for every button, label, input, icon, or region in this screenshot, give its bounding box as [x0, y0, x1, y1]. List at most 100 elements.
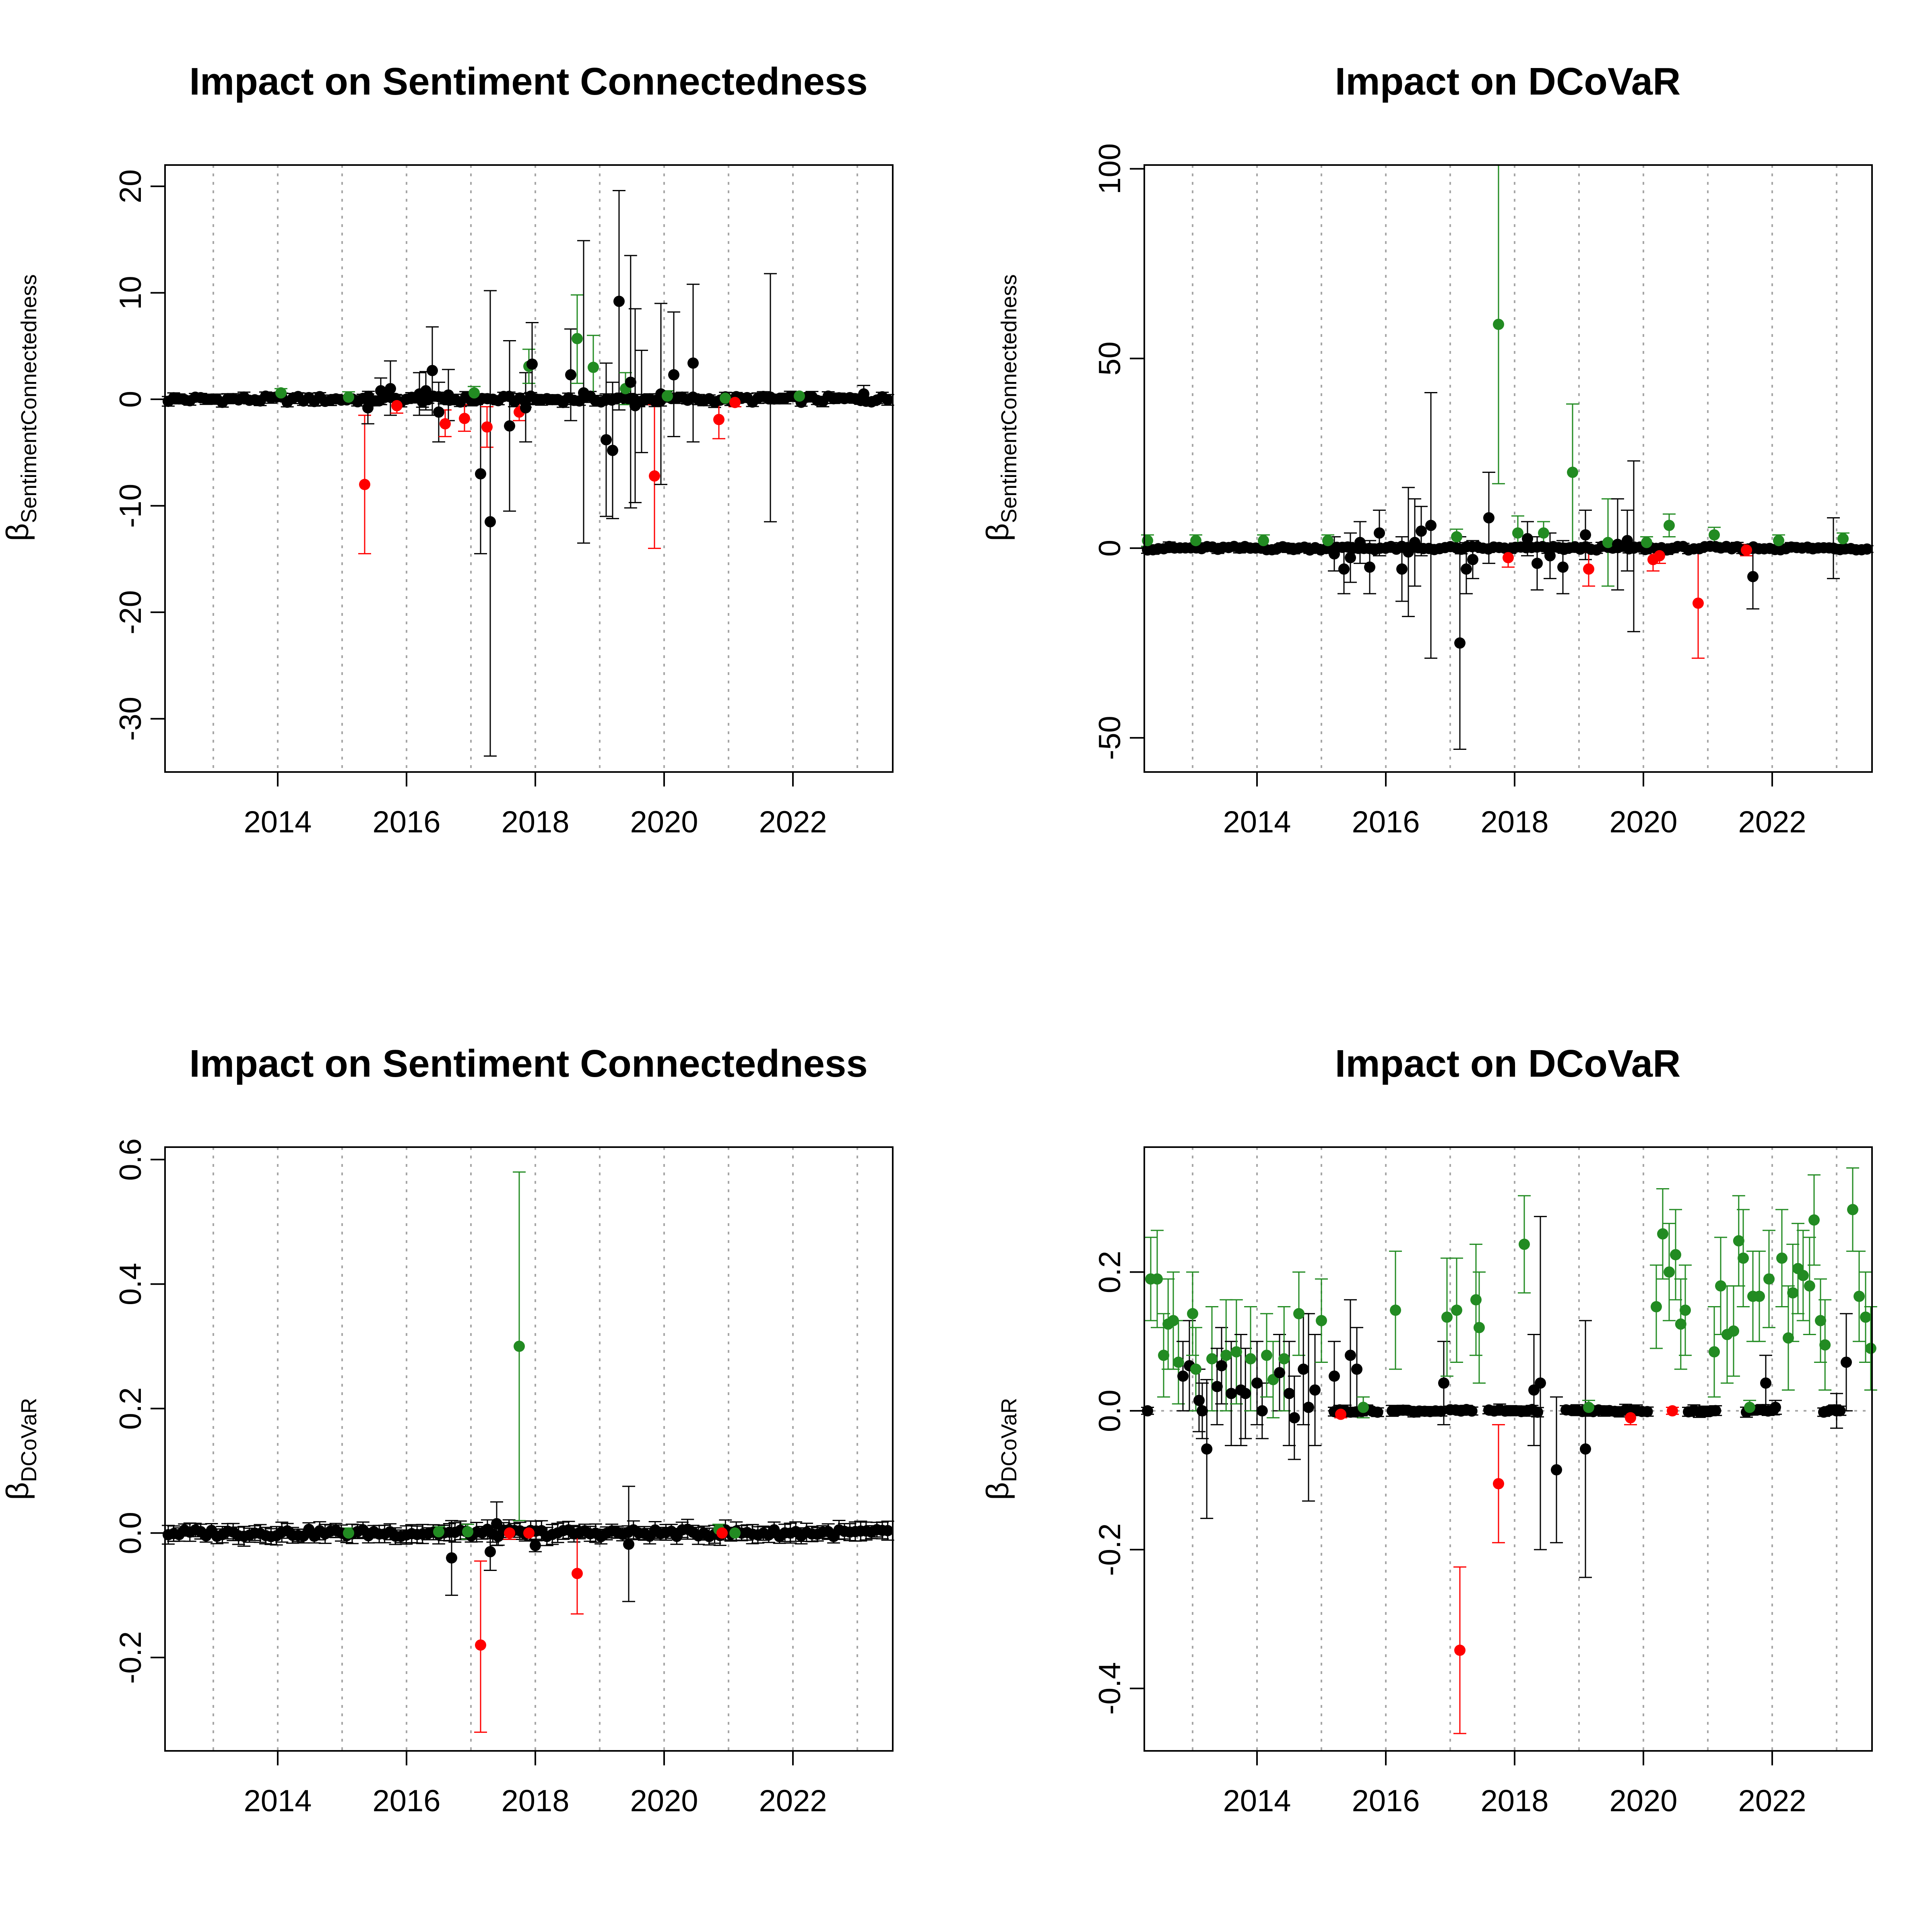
y-tick-label: 0	[114, 391, 148, 408]
x-tick-label: 2022	[759, 1784, 827, 1818]
x-tick-label: 2016	[372, 1784, 440, 1818]
estimate-point	[565, 369, 576, 381]
estimate-point	[1467, 554, 1478, 566]
y-tick-label: -0.4	[1093, 1662, 1127, 1715]
plot-frame	[164, 1146, 894, 1752]
estimate-point	[1567, 466, 1578, 478]
estimate-point	[1322, 535, 1333, 547]
panel-bottom-left: Impact on Sentiment Connectedness βDCoVa…	[0, 1042, 894, 1818]
y-axis-label-symbol: β	[0, 523, 35, 541]
estimate-point	[1461, 563, 1472, 575]
plot-frame	[1144, 1146, 1873, 1752]
estimate-point	[1493, 1478, 1504, 1490]
y-axis-label: βSentimentConnectedness	[980, 274, 1021, 541]
estimate-point	[523, 1527, 535, 1539]
estimate-point	[343, 1527, 354, 1539]
estimate-point	[1206, 1353, 1218, 1364]
estimate-point	[1773, 535, 1784, 547]
estimate-point	[1240, 1388, 1251, 1399]
estimate-point	[1693, 597, 1704, 609]
estimate-point	[1770, 1402, 1781, 1413]
y-tick-label: 20	[114, 169, 148, 204]
estimate-point	[625, 376, 636, 388]
estimate-point	[1451, 531, 1462, 543]
y-tick-label: -50	[1093, 716, 1127, 760]
estimate-point	[1435, 1406, 1447, 1417]
estimate-point	[1709, 1346, 1720, 1358]
estimate-point	[1787, 1287, 1799, 1299]
estimate-point	[1861, 543, 1873, 555]
estimate-point	[1776, 1252, 1788, 1264]
panel-title: Impact on DCoVaR	[1335, 60, 1681, 103]
estimate-point	[1284, 1388, 1295, 1399]
x-tick-label: 2014	[1223, 805, 1291, 839]
plot-frame	[1144, 164, 1873, 773]
estimate-point	[427, 365, 438, 376]
estimate-point	[1583, 1402, 1594, 1413]
estimate-point	[1657, 1228, 1668, 1240]
estimate-point	[459, 413, 470, 424]
estimate-point	[275, 387, 287, 399]
estimate-point	[1841, 1356, 1852, 1368]
y-axis-label-subscript: DCoVaR	[17, 1398, 41, 1482]
x-tick-label: 2016	[1352, 805, 1420, 839]
x-tick-label: 2018	[501, 1784, 569, 1818]
estimate-point	[526, 358, 538, 370]
y-tick-label: 0	[1093, 540, 1127, 557]
estimate-point	[433, 1526, 444, 1538]
estimate-point	[1329, 1370, 1340, 1382]
estimate-point	[1815, 1315, 1826, 1327]
estimate-point	[1358, 1402, 1369, 1413]
estimate-point	[1493, 318, 1504, 330]
estimate-point	[794, 390, 805, 402]
estimate-point	[1309, 1384, 1321, 1396]
estimate-point	[687, 357, 699, 369]
estimate-point	[858, 388, 869, 400]
estimate-point	[1438, 1377, 1449, 1389]
y-tick-label: -0.2	[1093, 1523, 1127, 1576]
estimate-point	[1808, 1214, 1820, 1226]
estimate-point	[1763, 1273, 1775, 1285]
estimate-point	[1837, 533, 1849, 545]
y-axis-label-symbol: β	[0, 1482, 35, 1500]
estimate-point	[475, 468, 486, 480]
y-tick-label: -30	[114, 697, 148, 741]
estimate-point	[1625, 1412, 1636, 1424]
estimate-point	[1797, 1269, 1809, 1281]
plot-area: 100 50 0 -50 2014 2016 2018 2020 2022	[1093, 143, 1874, 839]
x-tick-label: 2014	[244, 1784, 312, 1818]
estimate-point	[504, 1527, 515, 1539]
x-tick-label: 2018	[501, 805, 569, 839]
estimate-point	[1168, 1315, 1179, 1327]
estimate-point	[1715, 1280, 1726, 1292]
estimate-point	[1216, 1360, 1227, 1372]
estimate-point	[1451, 1305, 1462, 1316]
estimate-point	[1583, 563, 1594, 575]
estimate-point	[1288, 1412, 1300, 1424]
y-axis-label-symbol: β	[980, 1482, 1015, 1500]
estimate-point	[1744, 1402, 1755, 1413]
estimate-point	[1230, 1346, 1242, 1358]
estimate-point	[1190, 535, 1201, 547]
estimate-point	[420, 385, 431, 396]
y-axis-label: βDCoVaR	[980, 1398, 1021, 1500]
estimate-point	[607, 445, 618, 456]
estimate-point	[1483, 512, 1494, 524]
estimate-point	[613, 295, 625, 307]
estimate-point	[1754, 1290, 1765, 1302]
estimate-point	[1747, 571, 1759, 582]
estimate-point	[1733, 1235, 1744, 1247]
estimate-point	[578, 387, 589, 399]
estimate-point	[1338, 563, 1350, 575]
estimate-point	[1256, 1405, 1268, 1417]
plot-area: 0.2 0.0 -0.2 -0.4 2014 2016 2018 2020 2022	[1093, 1146, 1877, 1818]
x-tick-label: 2018	[1480, 805, 1548, 839]
panel-title: Impact on Sentiment Connectedness	[189, 1042, 868, 1085]
estimate-point	[1831, 1405, 1842, 1417]
plot-frame	[164, 164, 894, 773]
estimate-point	[1258, 535, 1269, 547]
x-tick-label: 2020	[630, 805, 698, 839]
estimate-point	[1193, 1395, 1205, 1406]
y-tick-label: 0.0	[114, 1512, 148, 1554]
estimate-point	[1335, 1408, 1346, 1420]
